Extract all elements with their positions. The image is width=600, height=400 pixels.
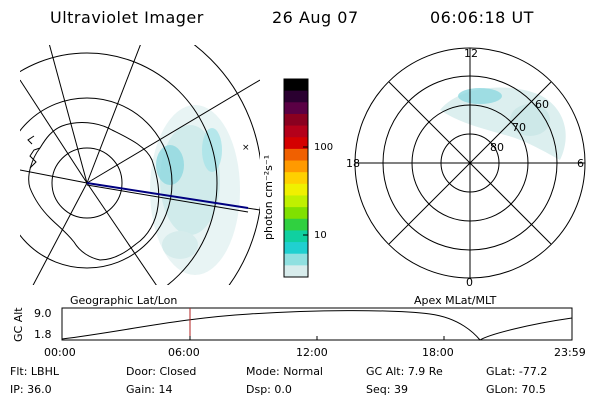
colorbar-unit-label: photon cm⁻²s⁻¹ xyxy=(262,154,275,240)
date-label: 26 Aug 07 xyxy=(272,8,359,27)
time-tick-1800: 18:00 xyxy=(422,346,454,359)
status-seq: Seq: 39 xyxy=(366,383,408,396)
time-tick-2359: 23:59 xyxy=(554,346,586,359)
mlat-label-70: 70 xyxy=(512,121,526,134)
colorbar-band xyxy=(284,218,308,231)
status-glat: GLat: -77.2 xyxy=(486,365,548,378)
colorbar-band xyxy=(284,90,308,103)
colorbar-band xyxy=(284,113,308,127)
status-door: Door: Closed xyxy=(126,365,197,378)
right-panel-caption: Apex MLat/MLT xyxy=(414,294,497,307)
mlt-label-6: 6 xyxy=(577,157,584,170)
geographic-map: × xyxy=(20,45,260,285)
auroral-emission-left xyxy=(150,105,240,275)
colorbar-band xyxy=(284,253,308,266)
status-gain: Gain: 14 xyxy=(126,383,173,396)
colorbar-band xyxy=(284,160,308,173)
time-tick-0000: 00:00 xyxy=(44,346,76,359)
mlt-label-18: 18 xyxy=(346,157,360,170)
left-panel-caption: Geographic Lat/Lon xyxy=(70,294,178,307)
status-gc-alt: GC Alt: 7.9 Re xyxy=(366,365,443,378)
status-mode: Mode: Normal xyxy=(246,365,323,378)
colorbar-band xyxy=(284,183,308,196)
mlat-label-60: 60 xyxy=(535,98,549,111)
colorbar-band xyxy=(284,195,308,208)
status-glon: GLon: 70.5 xyxy=(486,383,546,396)
mlat-label-80: 80 xyxy=(490,141,504,154)
status-flt: Flt: LBHL xyxy=(10,365,59,378)
time-tick-0600: 06:00 xyxy=(168,346,200,359)
time-tick-1200: 12:00 xyxy=(296,346,328,359)
colorbar-tick-10: 10 xyxy=(314,230,327,241)
altitude-ylabel: GC Alt xyxy=(12,307,25,342)
altitude-plot xyxy=(61,307,573,341)
colorbar-band xyxy=(284,172,308,185)
colorbar-band xyxy=(284,137,308,150)
mlt-label-0: 0 xyxy=(466,276,473,289)
colorbar-band xyxy=(284,79,308,92)
continent-outline xyxy=(28,122,160,261)
colorbar-tick-100: 100 xyxy=(314,142,334,153)
instrument-title: Ultraviolet Imager xyxy=(50,8,204,27)
svg-text:×: × xyxy=(242,143,250,153)
altitude-ytick-bottom: 1.8 xyxy=(34,328,52,341)
colorbar-band xyxy=(284,230,308,243)
colorbar-band xyxy=(284,207,308,220)
polar-mlat-mlt-map xyxy=(354,47,586,279)
status-dsp: Dsp: 0.0 xyxy=(246,383,292,396)
colorbar-band xyxy=(284,148,308,162)
colorbar-band xyxy=(284,125,308,138)
altitude-ytick-top: 9.0 xyxy=(34,307,52,320)
altitude-curve xyxy=(61,310,573,341)
time-label: 06:06:18 UT xyxy=(430,8,534,27)
colorbar-band xyxy=(284,102,308,115)
status-ip: IP: 36.0 xyxy=(10,383,52,396)
mlt-label-12: 12 xyxy=(464,47,478,60)
colorbar-band xyxy=(284,242,308,255)
colorbar xyxy=(283,78,309,278)
colorbar-band xyxy=(284,265,308,278)
sun-direction-line xyxy=(86,182,249,209)
